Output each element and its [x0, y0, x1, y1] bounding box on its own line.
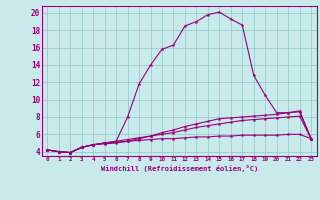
X-axis label: Windchill (Refroidissement éolien,°C): Windchill (Refroidissement éolien,°C) — [100, 165, 258, 172]
